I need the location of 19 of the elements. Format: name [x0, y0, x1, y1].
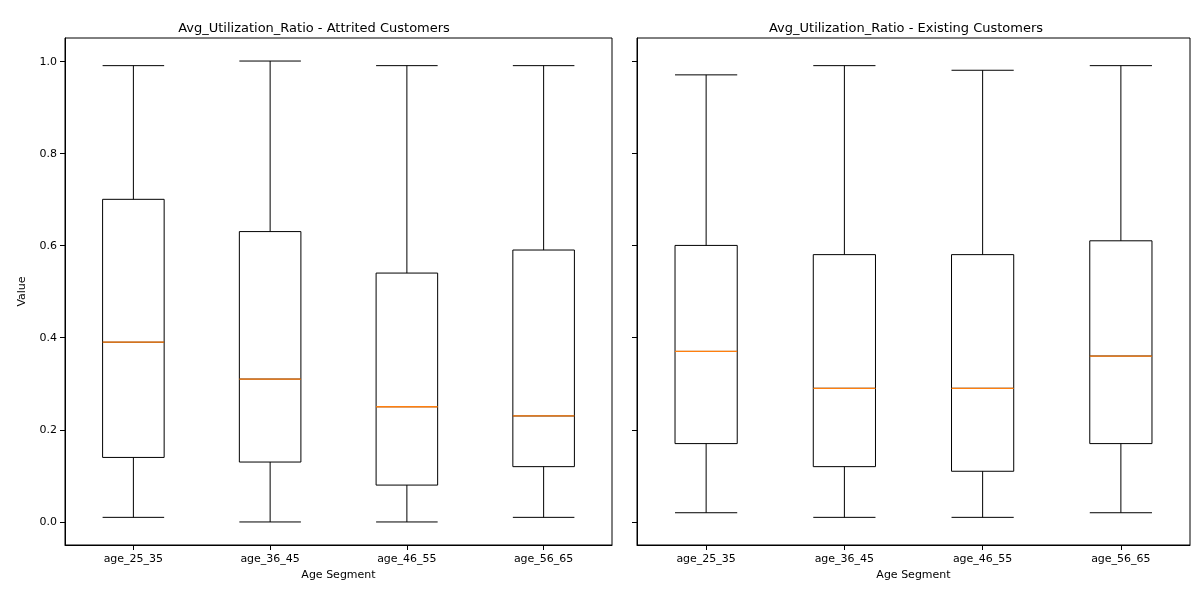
y-tick-label: 0.8	[39, 146, 57, 160]
y-tick-label: 0.6	[39, 238, 57, 252]
x-tick-label: age_56_65	[513, 552, 574, 565]
x-tick-label: age_46_55	[377, 552, 437, 565]
y-tick-label: 0.2	[39, 423, 57, 437]
x-tick-label: age_25_35	[676, 552, 736, 565]
x-axis-title: Age Segment	[876, 568, 952, 581]
x-tick-label: age_25_35	[103, 552, 164, 565]
x-tick-label: age_56_65	[1091, 552, 1151, 565]
chart-title: Avg_Utilization_Ratio - Attrited Customers	[178, 20, 451, 35]
y-tick-label: 0.0	[39, 515, 57, 529]
x-tick-label: age_36_45	[240, 552, 300, 565]
y-axis-title: Value	[15, 276, 28, 307]
y-tick-label: 0.4	[39, 331, 57, 345]
x-tick-label: age_36_45	[814, 552, 875, 565]
x-axis-title: Age Segment	[301, 568, 377, 581]
x-tick-label: age_46_55	[952, 552, 1013, 565]
y-tick-label: 1.0	[39, 54, 57, 68]
chart-title: Avg_Utilization_Ratio - Existing Customers	[768, 20, 1044, 35]
